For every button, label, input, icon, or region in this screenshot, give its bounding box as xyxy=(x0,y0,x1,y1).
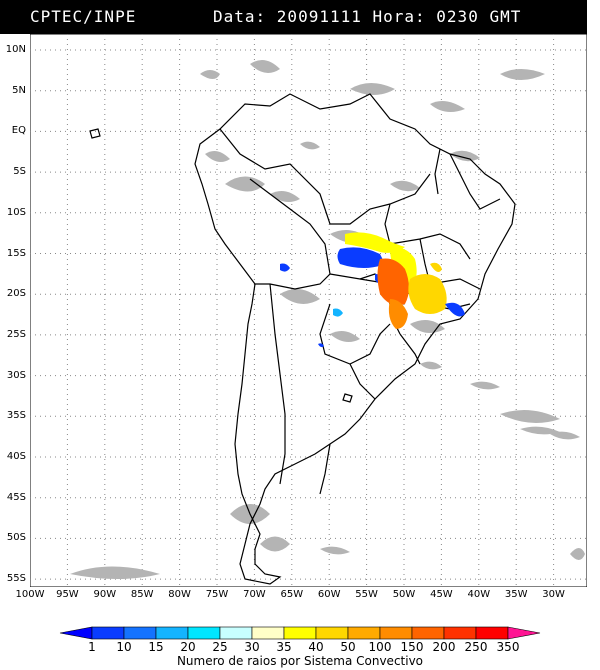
legend-tick-label: 1 xyxy=(88,640,96,654)
lon-label: 90W xyxy=(93,589,117,600)
legend-swatch xyxy=(347,626,381,640)
lat-label: 10S xyxy=(6,206,26,218)
convective-systems xyxy=(280,232,465,348)
lon-label: 40W xyxy=(467,589,491,600)
legend-swatch xyxy=(251,626,285,640)
lon-label: 55W xyxy=(355,589,378,600)
lon-label: 35W xyxy=(504,589,528,600)
legend-tick-label: 350 xyxy=(496,640,520,654)
map-frame xyxy=(30,34,587,587)
organization-label: CPTEC/INPE xyxy=(30,7,137,26)
legend-tick-label: 100 xyxy=(368,640,392,654)
lat-label: 50S xyxy=(6,532,26,544)
lat-label: 25S xyxy=(6,328,26,340)
legend-swatch xyxy=(59,626,93,640)
lat-label: 40S xyxy=(6,451,26,462)
legend-swatch xyxy=(155,626,189,640)
legend-tick-label: 250 xyxy=(464,640,488,654)
map-canvas xyxy=(30,34,587,587)
lat-label: 55S xyxy=(6,573,26,585)
lat-label: 45S xyxy=(6,491,26,503)
color-legend xyxy=(59,626,541,640)
legend-tick-label: 35 xyxy=(276,640,292,654)
lon-label: 75W xyxy=(205,589,229,600)
legend-swatch xyxy=(475,626,509,640)
lon-label: 30W xyxy=(542,589,565,600)
legend-swatch xyxy=(411,626,445,640)
legend-tick-label: 30 xyxy=(244,640,260,654)
map-header: CPTEC/INPE Data: 20091111 Hora: 0230 GMT xyxy=(0,0,587,34)
lat-label: 5N xyxy=(12,84,26,96)
lon-label: 80W xyxy=(168,589,191,600)
legend-swatch xyxy=(219,626,253,640)
legend-tick-label: 10 xyxy=(116,640,132,654)
lat-label: 35S xyxy=(6,410,26,422)
legend-swatch xyxy=(315,626,349,640)
legend-swatch xyxy=(507,626,541,640)
lat-label: 20S xyxy=(6,288,26,300)
lon-label: 85W xyxy=(130,589,154,600)
datetime-label: Data: 20091111 Hora: 0230 GMT xyxy=(213,7,522,26)
cloud-cover xyxy=(70,60,585,579)
lon-label: 100W xyxy=(15,589,45,600)
legend-swatch xyxy=(123,626,157,640)
legend-swatch xyxy=(187,626,221,640)
legend-tick-label: 15 xyxy=(148,640,164,654)
legend-title: Numero de raios por Sistema Convectivo xyxy=(176,654,424,668)
legend-swatch xyxy=(283,626,317,640)
legend-swatch xyxy=(443,626,477,640)
legend-swatch xyxy=(379,626,413,640)
lon-label: 70W xyxy=(243,589,266,600)
legend-tick-label: 50 xyxy=(340,640,356,654)
legend-swatch xyxy=(91,626,125,640)
legend-tick-label: 40 xyxy=(308,640,324,654)
lat-label: 10N xyxy=(5,44,26,55)
lat-label: EQ xyxy=(11,125,26,137)
map-border xyxy=(30,34,587,587)
lon-label: 50W xyxy=(392,589,416,600)
lon-label: 65W xyxy=(280,589,304,600)
lon-label: 95W xyxy=(56,589,79,600)
lat-label: 30S xyxy=(6,369,26,381)
lon-label: 45W xyxy=(430,589,453,600)
grid-lines xyxy=(30,34,587,587)
lat-label: 15S xyxy=(6,247,26,259)
legend-tick-label: 20 xyxy=(180,640,196,654)
legend-tick-label: 200 xyxy=(432,640,456,654)
legend-tick-label: 150 xyxy=(400,640,424,654)
lat-label: 5S xyxy=(13,166,26,178)
legend-tick-label: 25 xyxy=(212,640,228,654)
lon-label: 60W xyxy=(317,589,341,600)
